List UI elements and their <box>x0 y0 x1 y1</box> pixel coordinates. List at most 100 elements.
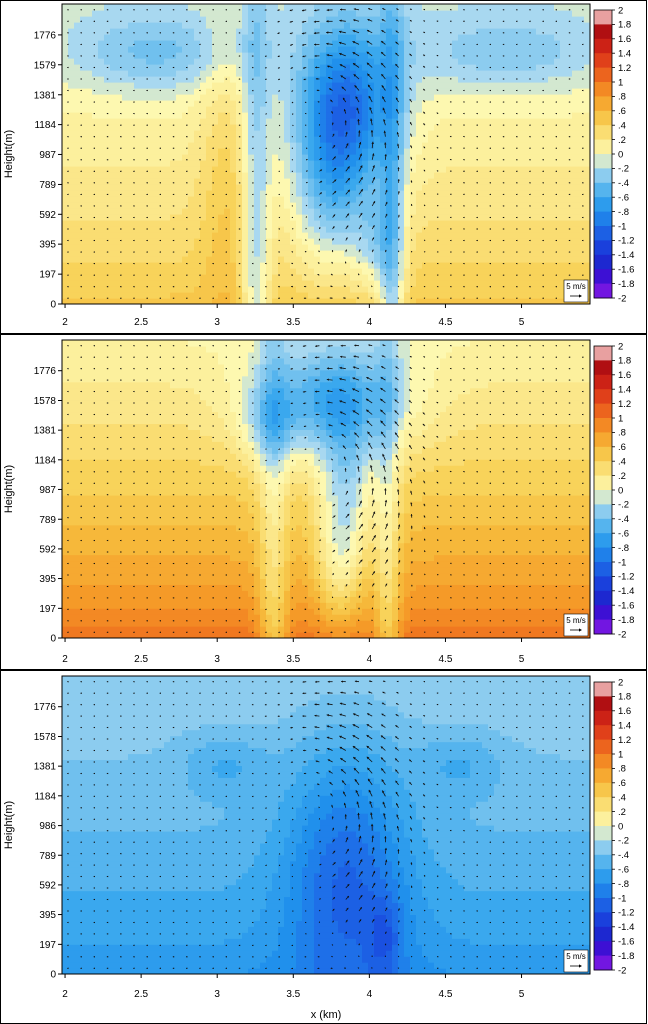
heatmap-cell <box>242 112 249 119</box>
heatmap-cell <box>446 280 453 287</box>
heatmap-cell <box>356 142 363 149</box>
heatmap-cell <box>422 214 429 221</box>
heatmap-cell <box>230 244 237 251</box>
heatmap-cell <box>524 70 531 77</box>
heatmap-cell <box>320 4 327 11</box>
heatmap-cell <box>482 172 489 179</box>
heatmap-cell <box>200 298 207 304</box>
heatmap-cell <box>278 274 285 281</box>
heatmap-cell <box>140 184 147 191</box>
heatmap-cell <box>548 190 555 197</box>
heatmap-cell <box>110 76 117 83</box>
heatmap-cell <box>128 298 135 304</box>
heatmap-cell <box>86 76 93 83</box>
heatmap-cell <box>404 118 411 125</box>
heatmap-cell <box>434 154 441 161</box>
heatmap-cell <box>416 196 423 203</box>
heatmap-cell <box>560 292 567 299</box>
heatmap-cell <box>338 178 345 185</box>
heatmap-cell <box>530 112 537 119</box>
heatmap-cell <box>74 112 81 119</box>
heatmap-cell <box>290 136 297 143</box>
heatmap-cell <box>338 208 345 215</box>
heatmap-cell <box>338 160 345 167</box>
heatmap-cell <box>548 82 555 89</box>
heatmap-cell <box>530 88 537 95</box>
heatmap-cell <box>458 214 465 221</box>
heatmap-cell <box>278 250 285 257</box>
heatmap-cell <box>110 280 117 287</box>
heatmap-cell <box>566 238 573 245</box>
heatmap-cell <box>506 28 513 35</box>
heatmap-cell <box>458 82 465 89</box>
heatmap-cell <box>548 154 555 161</box>
heatmap-cell <box>488 142 495 149</box>
heatmap-cell <box>80 238 87 245</box>
heatmap-cell <box>476 250 483 257</box>
heatmap-cell <box>476 154 483 161</box>
heatmap-cell <box>500 238 507 245</box>
heatmap-cell <box>302 130 309 137</box>
heatmap-cell <box>236 94 243 101</box>
heatmap-cell <box>380 202 387 209</box>
heatmap-cell <box>110 178 117 185</box>
heatmap-cell <box>86 286 93 293</box>
heatmap-cell <box>536 190 543 197</box>
heatmap-cell <box>308 262 315 269</box>
heatmap-cell <box>140 10 147 17</box>
heatmap-cell <box>398 22 405 29</box>
heatmap-cell <box>176 130 183 137</box>
heatmap-cell <box>308 232 315 239</box>
heatmap-cell <box>188 106 195 113</box>
heatmap-cell <box>98 148 105 155</box>
heatmap-cell <box>224 100 231 107</box>
heatmap-cell <box>302 112 309 119</box>
heatmap-cell <box>134 160 141 167</box>
heatmap-cell <box>578 262 585 269</box>
heatmap-cell <box>332 112 339 119</box>
heatmap-cell <box>230 250 237 257</box>
heatmap-cell <box>530 250 537 257</box>
heatmap-cell <box>68 136 75 143</box>
heatmap-cell <box>188 274 195 281</box>
heatmap-cell <box>452 292 459 299</box>
heatmap-cell <box>578 124 585 131</box>
heatmap-cell <box>572 262 579 269</box>
heatmap-cell <box>68 262 75 269</box>
heatmap-cell <box>488 220 495 227</box>
heatmap-cell <box>182 160 189 167</box>
heatmap-cell <box>314 262 321 269</box>
heatmap-cell <box>152 268 159 275</box>
heatmap-cell <box>446 46 453 53</box>
heatmap-cell <box>218 274 225 281</box>
heatmap-cell <box>512 274 519 281</box>
heatmap-cell <box>494 4 501 11</box>
heatmap-cell <box>128 28 135 35</box>
heatmap-cell <box>398 190 405 197</box>
heatmap-cell <box>524 4 531 11</box>
heatmap-cell <box>296 34 303 41</box>
heatmap-cell <box>158 292 165 299</box>
wind-vector-head <box>199 32 201 34</box>
heatmap-cell <box>116 142 123 149</box>
heatmap-cell <box>272 232 279 239</box>
heatmap-cell <box>212 106 219 113</box>
heatmap-cell <box>452 178 459 185</box>
heatmap-cell <box>170 46 177 53</box>
heatmap-cell <box>218 76 225 83</box>
heatmap-cell <box>494 286 501 293</box>
heatmap-cell <box>506 88 513 95</box>
heatmap-cell <box>122 250 129 257</box>
heatmap-cell <box>572 136 579 143</box>
heatmap-cell <box>404 172 411 179</box>
heatmap-cell <box>404 34 411 41</box>
heatmap-cell <box>428 148 435 155</box>
heatmap-cell <box>176 106 183 113</box>
heatmap-cell <box>236 280 243 287</box>
heatmap-cell <box>152 34 159 41</box>
heatmap-cell <box>416 16 423 23</box>
heatmap-cell <box>440 94 447 101</box>
heatmap-cell <box>416 262 423 269</box>
heatmap-cell <box>140 94 147 101</box>
heatmap-cell <box>320 82 327 89</box>
